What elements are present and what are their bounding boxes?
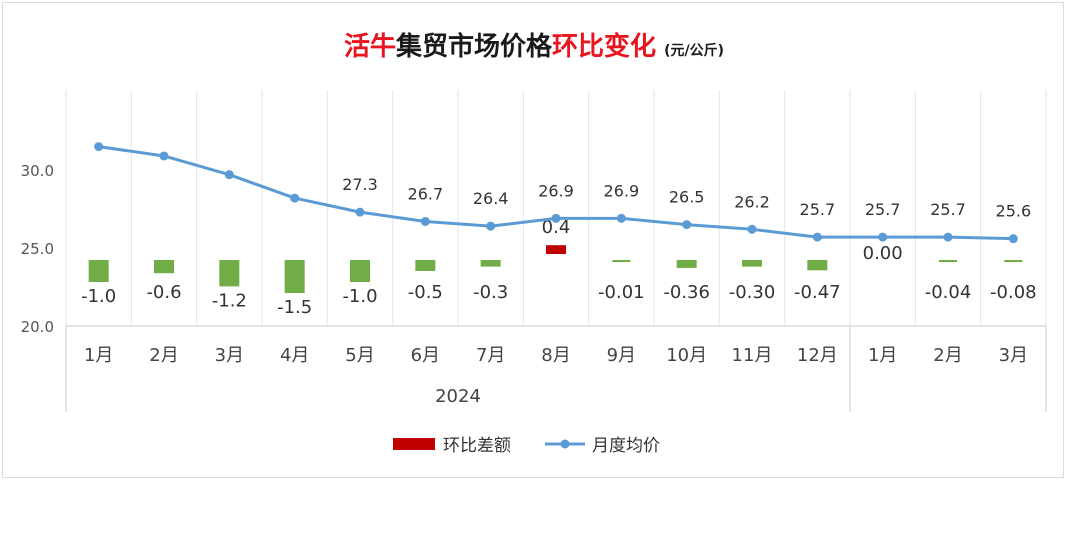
bar-mark xyxy=(546,245,566,254)
bar-data-label: -0.47 xyxy=(794,282,841,303)
legend-swatch-bar xyxy=(393,438,435,450)
bar-mark xyxy=(350,260,370,282)
bar-data-label: -1.5 xyxy=(277,297,312,318)
bar-mark xyxy=(742,260,762,267)
line-data-label: 26.4 xyxy=(473,189,509,208)
line-point xyxy=(812,232,822,242)
bar-data-label: -0.04 xyxy=(925,282,972,303)
x-tick-label: 2月 xyxy=(933,345,962,366)
x-tick-label: 6月 xyxy=(411,345,440,366)
line-data-label: 25.6 xyxy=(996,202,1032,221)
line-point xyxy=(878,232,888,242)
line-data-label: 26.7 xyxy=(408,184,444,203)
bar-data-label: -0.6 xyxy=(146,282,181,303)
bar-data-label: 0.4 xyxy=(542,217,571,238)
line-data-label: 26.2 xyxy=(734,192,770,211)
line-data-label: 26.9 xyxy=(538,181,574,200)
line-data-label: 25.7 xyxy=(930,200,966,219)
title-unit: (元/公斤) xyxy=(664,43,724,59)
bar-mark xyxy=(612,260,631,262)
x-tick-label: 3月 xyxy=(999,345,1028,366)
bar-data-label: -0.08 xyxy=(990,282,1037,303)
x-tick-label: 5月 xyxy=(345,345,374,366)
title-part-change: 环比变化 xyxy=(552,32,657,62)
bar-mark xyxy=(676,260,697,268)
chart-title: 活牛集贸市场价格环比变化 (元/公斤) xyxy=(0,26,1068,63)
year-group-label: 2024 xyxy=(435,386,481,407)
line-point xyxy=(290,193,300,203)
line-data-label: 26.5 xyxy=(669,188,705,207)
bar-mark xyxy=(88,260,109,282)
line-point xyxy=(94,142,104,152)
line-point xyxy=(682,220,692,230)
legend-label-bar: 环比差额 xyxy=(443,436,511,456)
x-tick-label: 1月 xyxy=(84,345,113,366)
line-point xyxy=(355,207,365,217)
bar-data-label: -0.5 xyxy=(408,282,443,303)
x-tick-label: 12月 xyxy=(797,345,838,366)
legend-swatch-point xyxy=(560,439,570,449)
title-part-livestock: 活牛 xyxy=(344,32,397,62)
x-tick-label: 3月 xyxy=(215,345,244,366)
bar-data-label: -0.36 xyxy=(663,282,710,303)
bar-mark xyxy=(154,260,174,274)
line-point xyxy=(420,216,430,226)
bar-mark xyxy=(939,260,957,262)
bar-data-label: -1.0 xyxy=(81,286,116,307)
line-data-label: 27.3 xyxy=(342,175,378,194)
line-point xyxy=(224,170,234,180)
x-tick-label: 7月 xyxy=(476,345,505,366)
line-point xyxy=(616,213,626,223)
bar-data-label: -0.01 xyxy=(598,282,645,303)
title-part-market: 集贸市场价格 xyxy=(396,32,553,62)
y-tick-label: 20.0 xyxy=(21,318,54,336)
line-point xyxy=(747,224,757,234)
bar-data-label: -0.30 xyxy=(729,282,776,303)
bar-mark xyxy=(1004,260,1023,262)
bar-mark xyxy=(807,260,828,271)
line-data-label: 25.7 xyxy=(865,200,901,219)
bar-mark xyxy=(284,260,305,293)
bar-mark xyxy=(219,260,240,287)
line-data-label: 26.9 xyxy=(604,181,640,200)
bar-mark xyxy=(480,260,501,267)
chart-frame xyxy=(2,2,1064,478)
bar-data-label: 0.00 xyxy=(863,243,903,264)
bar-data-label: -1.0 xyxy=(342,286,377,307)
line-point xyxy=(159,151,169,161)
line-point xyxy=(943,232,953,242)
x-tick-label: 9月 xyxy=(607,345,636,366)
x-tick-label: 11月 xyxy=(732,345,773,366)
line-data-label: 25.7 xyxy=(800,200,836,219)
bar-data-label: -1.2 xyxy=(212,290,247,311)
line-point xyxy=(1008,234,1018,244)
x-tick-label: 1月 xyxy=(868,345,897,366)
x-tick-label: 4月 xyxy=(280,345,309,366)
bar-mark xyxy=(415,260,436,271)
x-tick-label: 8月 xyxy=(541,345,570,366)
line-point xyxy=(486,221,496,231)
legend-label-line: 月度均价 xyxy=(592,436,660,456)
x-tick-label: 2月 xyxy=(149,345,178,366)
y-tick-label: 30.0 xyxy=(21,162,54,180)
line-point xyxy=(551,213,561,223)
y-tick-label: 25.0 xyxy=(21,240,54,258)
bar-data-label: -0.3 xyxy=(473,282,508,303)
x-tick-label: 10月 xyxy=(666,345,707,366)
